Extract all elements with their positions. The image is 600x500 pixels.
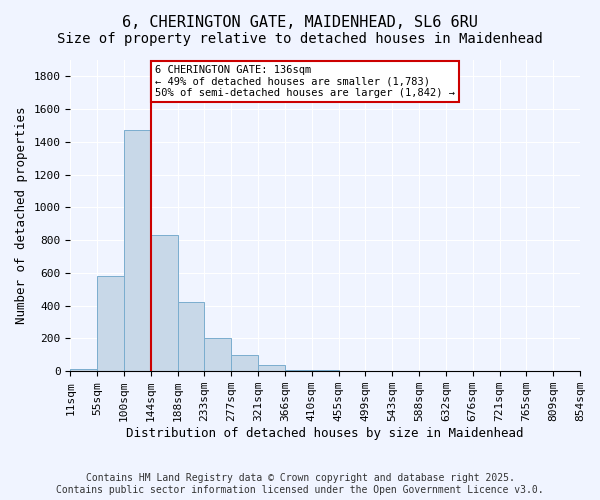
Bar (97, 276, 124, 371)
Bar (151, 236, 178, 371)
Bar (70, 369, 97, 371)
Text: Contains HM Land Registry data © Crown copyright and database right 2025.
Contai: Contains HM Land Registry data © Crown c… (56, 474, 544, 495)
Y-axis label: Number of detached properties: Number of detached properties (15, 107, 28, 324)
Text: 6 CHERINGTON GATE: 136sqm
← 49% of detached houses are smaller (1,783)
50% of se: 6 CHERINGTON GATE: 136sqm ← 49% of detac… (155, 65, 455, 98)
Bar (258, 366, 285, 371)
Bar (285, 370, 312, 371)
Bar (312, 370, 338, 371)
Bar (124, 130, 151, 371)
X-axis label: Distribution of detached houses by size in Maidenhead: Distribution of detached houses by size … (127, 427, 524, 440)
Bar (178, 302, 205, 371)
Bar (205, 338, 231, 371)
Text: 6, CHERINGTON GATE, MAIDENHEAD, SL6 6RU: 6, CHERINGTON GATE, MAIDENHEAD, SL6 6RU (122, 15, 478, 30)
Text: Size of property relative to detached houses in Maidenhead: Size of property relative to detached ho… (57, 32, 543, 46)
Bar (231, 355, 258, 371)
